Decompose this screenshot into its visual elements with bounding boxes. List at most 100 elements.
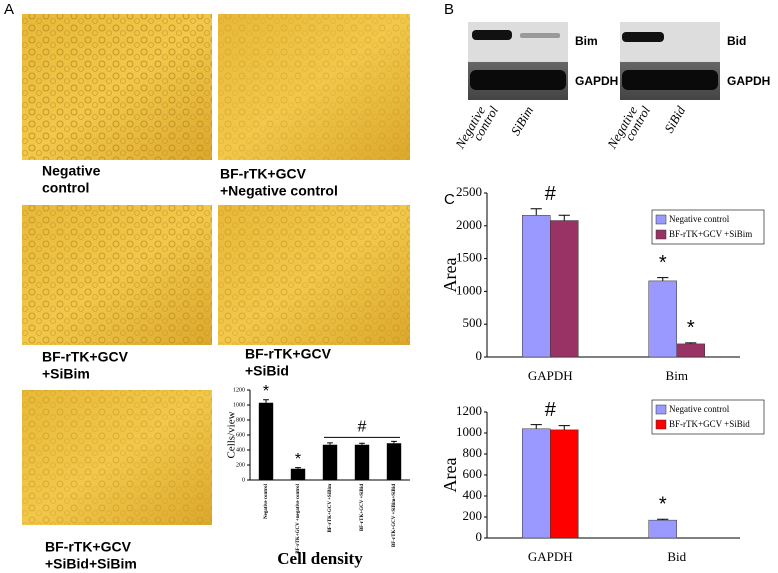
error-bar [391,440,397,444]
bar [550,220,579,358]
x-tick-label: BF-rTK+GCV +SiBim [328,483,333,532]
band-label: GAPDH [575,74,618,88]
error-bar [263,399,269,403]
legend-swatch [655,214,667,225]
bar [522,215,551,358]
y-tick-label: 200 [463,508,483,523]
band [472,30,512,40]
annotation: * [295,451,301,468]
x-tick-label: GAPDH [528,549,573,564]
error-bar [530,424,542,429]
y-tick-label: 1000 [456,424,482,439]
caption: +SiBid [245,363,289,379]
panel-label: A [4,1,14,18]
caption: +SiBim [42,366,90,382]
band-label: GAPDH [727,74,770,88]
band-label: Bim [575,34,598,48]
x-tick-label: BF-rTK+GCV +SiBim+SiBid [392,484,397,547]
cells [22,14,212,160]
bar [290,468,306,480]
caption: +SiBid+SiBim [45,556,137,572]
caption: BF-rTK+GCV [42,349,129,365]
legend-label: Negative control [669,214,730,224]
lane-label: SiBid [661,103,688,135]
bar [648,519,677,539]
y-tick-label: 2500 [456,184,482,199]
legend-label: BF-rTK+GCV +SiBim [669,229,752,239]
y-tick-label: 1200 [456,403,482,418]
y-tick-label: 400 [236,447,245,453]
panel-label: B [444,1,454,18]
bar [648,280,677,358]
cells [22,205,212,345]
band [622,70,718,90]
cells [218,14,410,160]
y-tick-label: 1200 [233,387,245,393]
y-tick-label: 1500 [456,250,482,265]
bar [354,444,370,480]
legend-label: Negative control [669,404,730,414]
error-bar [558,214,570,221]
error-bar [530,208,542,216]
y-axis-label: Area [440,258,460,293]
y-tick-label: 0 [242,477,245,483]
bar [522,428,551,539]
error-bar [558,425,570,430]
error-bar [657,518,669,521]
caption: BF-rTK+GCV [45,539,132,555]
x-tick-label: Bid [667,549,686,564]
caption: +Negative control [220,183,338,199]
x-tick-label: Bim [666,368,688,383]
bar [258,402,274,480]
annotation: # [545,183,557,205]
micrographs [22,14,410,525]
y-tick-label: 0 [476,529,483,544]
y-tick-label: 2000 [456,217,482,232]
bar [322,444,338,480]
panel-label: C [444,191,455,208]
y-tick-label: 0 [476,348,483,363]
blots [468,22,720,100]
error-bar [295,467,301,469]
error-bar [359,442,365,445]
y-tick-label: 600 [236,432,245,438]
legend-swatch [655,419,667,430]
x-tick-label: BF-rTK+GCV +SiBid [360,484,365,531]
annotation: * [263,383,269,400]
x-tick-label: Negative control [264,483,269,519]
annotation: * [659,252,667,274]
caption: BF-rTK+GCV [245,346,332,362]
x-tick-label: GAPDH [528,368,573,383]
legend-swatch [655,404,667,415]
y-tick-label: 500 [463,315,483,330]
bar [550,429,579,539]
legend-box [651,209,765,245]
caption: control [42,180,89,196]
annotation: * [687,317,695,339]
y-axis-label: Area [440,458,460,493]
x-tick-label: BF-rTK+GCV +negative control [296,483,301,553]
bar [676,343,705,358]
y-tick-label: 1000 [456,282,482,297]
band [520,33,560,38]
bar [386,443,402,480]
y-tick-label: 200 [236,462,245,468]
legend-swatch [655,229,667,240]
density-title: Cell density [277,549,363,568]
y-axis-label: Cells/view [226,411,238,458]
cells [218,205,410,345]
y-tick-label: 600 [463,466,483,481]
y-tick-label: 1000 [233,402,245,408]
legend-label: BF-rTK+GCV +SiBid [669,419,750,429]
error-bar [657,277,669,281]
caption: Negative [42,163,101,179]
annotation: # [545,399,557,421]
annotation: # [358,419,367,436]
y-tick-label: 800 [463,445,483,460]
cells [22,390,212,525]
band [470,70,566,90]
y-tick-label: 400 [463,487,483,502]
band-label: Bid [727,34,746,48]
error-bar [327,442,333,445]
